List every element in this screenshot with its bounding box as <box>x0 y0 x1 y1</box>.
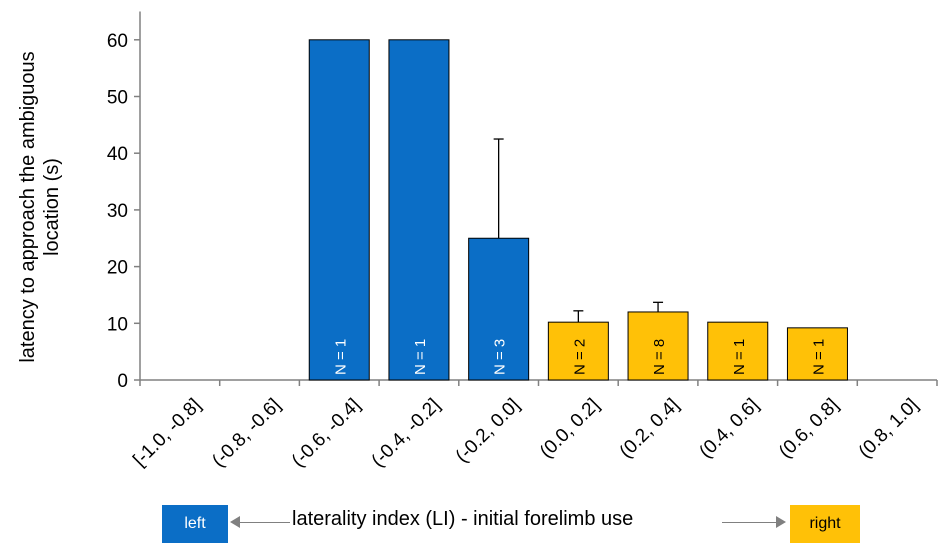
x-tick-label: (-0.4, -0.2] <box>368 395 445 472</box>
bar <box>547 321 609 381</box>
x-tick-label: (0.4, 0.6] <box>695 395 763 463</box>
x-axis: [-1.0, -0.8] (-0.8, -0.6] (-0.6, -0.4] (-0.… <box>129 379 938 472</box>
n-label: N = 3 <box>492 339 509 375</box>
y-axis-title-line: latency to approach the ambiguous <box>17 51 39 362</box>
x-tick-label: (0.8, 1.0] <box>855 395 923 463</box>
bar <box>627 311 689 381</box>
y-tick-label: 20 <box>107 258 128 279</box>
y-tick-label: 60 <box>107 31 128 52</box>
y-axis: 0 10 20 30 40 50 60 <box>107 11 141 392</box>
bar <box>388 39 450 381</box>
y-axis-label: latency to approach the ambiguous locatio… <box>17 51 63 362</box>
bar <box>786 327 848 381</box>
n-label: N = 1 <box>810 339 827 375</box>
bar <box>308 39 370 381</box>
legend-right-label: right <box>809 515 841 532</box>
legend-left-label: left <box>184 515 206 532</box>
n-label: N = 1 <box>731 339 748 375</box>
left-arrow-line <box>238 522 290 523</box>
x-tick-label: (-0.8, -0.6] <box>208 395 285 472</box>
n-label: N = 8 <box>651 339 668 375</box>
x-tick-label: (0.6, 0.8] <box>775 395 843 463</box>
legend-left-box: left <box>162 505 228 543</box>
x-axis-title: laterality index (LI) - initial forelimb… <box>292 508 634 530</box>
n-label: N = 2 <box>571 339 588 375</box>
bar <box>707 321 769 381</box>
x-tick-label: (0.0, 0.2] <box>536 395 604 463</box>
n-label: N = 1 <box>412 339 429 375</box>
bars: N = 1 N = 1 N = 3 N = 2 N = 8 N = 1 N = 1 <box>308 39 848 381</box>
right-arrow-head-icon <box>776 516 786 528</box>
left-arrow-head-icon <box>230 516 240 528</box>
y-axis-title-line: location (s) <box>41 158 63 256</box>
y-tick-label: 30 <box>107 201 128 222</box>
y-tick-label: 40 <box>107 144 128 165</box>
x-tick-label: (0.2, 0.4] <box>616 395 684 463</box>
y-tick-label: 50 <box>107 88 128 109</box>
right-arrow-line <box>722 522 778 523</box>
y-tick-label: 0 <box>117 371 128 392</box>
x-tick-label: (-0.2, 0.0] <box>452 395 524 467</box>
y-tick-label: 10 <box>107 314 128 335</box>
legend-right-box: right <box>790 505 860 543</box>
n-label: N = 1 <box>332 339 349 375</box>
x-tick-label: [-1.0, -0.8] <box>129 395 205 471</box>
bar <box>468 237 530 381</box>
x-tick-label: (-0.6, -0.4] <box>288 395 365 472</box>
